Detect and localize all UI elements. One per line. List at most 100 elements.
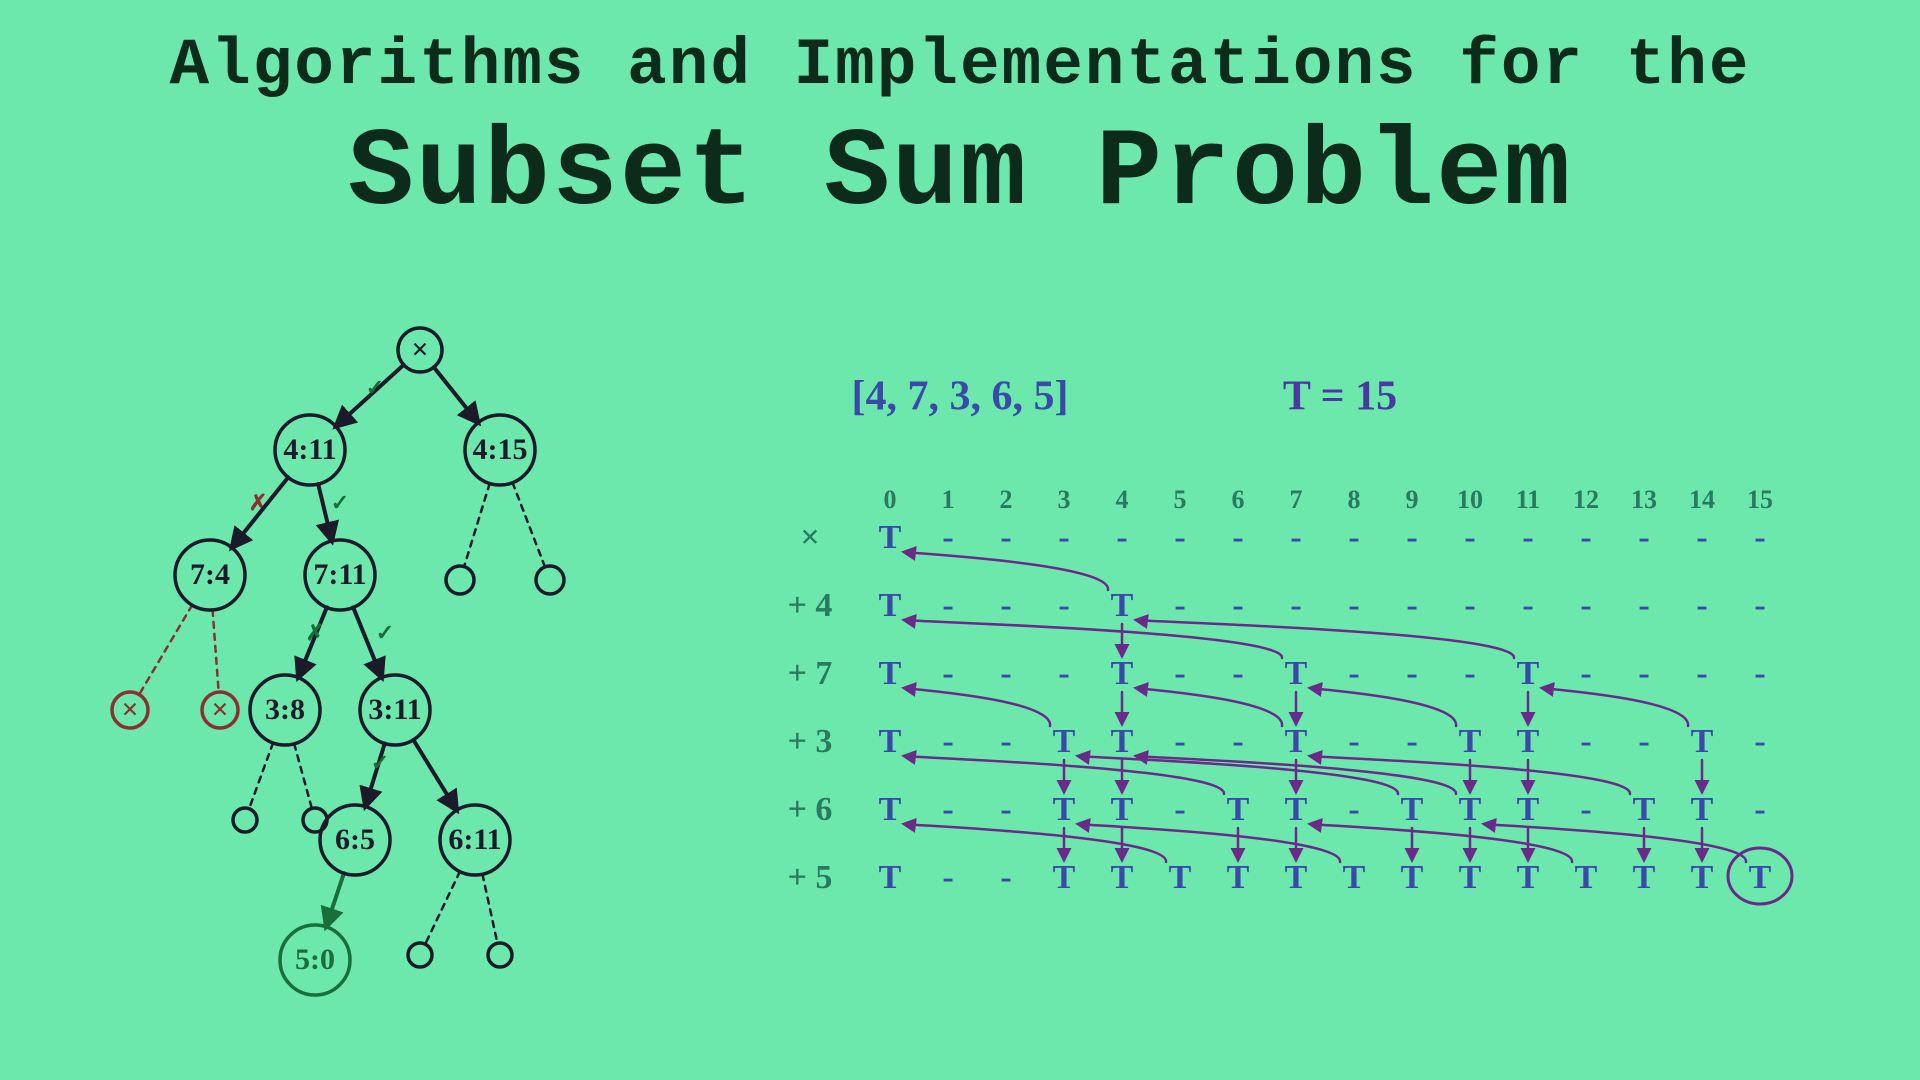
svg-text:T: T	[1517, 655, 1540, 692]
svg-text:-: -	[1754, 655, 1765, 692]
svg-text:-: -	[1754, 519, 1765, 556]
svg-text:T: T	[879, 655, 902, 692]
svg-text:-: -	[942, 587, 953, 624]
svg-text:×: ×	[411, 333, 428, 366]
svg-text:T: T	[1749, 859, 1772, 896]
svg-text:8: 8	[1348, 485, 1361, 514]
svg-text:5: 5	[1174, 485, 1187, 514]
svg-text:7:4: 7:4	[190, 558, 230, 591]
svg-text:-: -	[1696, 519, 1707, 556]
svg-text:T: T	[1691, 791, 1714, 828]
svg-text:-: -	[1232, 655, 1243, 692]
svg-text:-: -	[1406, 723, 1417, 760]
svg-text:T: T	[1401, 859, 1424, 896]
svg-text:-: -	[1696, 655, 1707, 692]
svg-text:-: -	[1754, 791, 1765, 828]
svg-text:11: 11	[1516, 485, 1541, 514]
svg-text:-: -	[1290, 587, 1301, 624]
svg-text:+ 5: + 5	[788, 859, 833, 896]
svg-text:-: -	[1174, 587, 1185, 624]
svg-text:T = 15: T = 15	[1283, 374, 1397, 420]
svg-text:T: T	[1285, 655, 1308, 692]
svg-text:T: T	[1053, 791, 1076, 828]
svg-text:✓: ✓	[366, 375, 384, 400]
svg-text:-: -	[1232, 723, 1243, 760]
svg-text:3: 3	[1058, 485, 1071, 514]
svg-text:-: -	[1000, 859, 1011, 896]
svg-text:T: T	[1459, 723, 1482, 760]
svg-text:✓: ✓	[331, 490, 349, 515]
svg-text:-: -	[942, 519, 953, 556]
svg-text:-: -	[1232, 587, 1243, 624]
svg-text:T: T	[1459, 791, 1482, 828]
svg-text:T: T	[1691, 723, 1714, 760]
svg-text:-: -	[1174, 655, 1185, 692]
svg-text:T: T	[1111, 859, 1134, 896]
svg-text:T: T	[1111, 791, 1134, 828]
svg-text:-: -	[1348, 587, 1359, 624]
svg-text:4: 4	[1116, 485, 1129, 514]
svg-text:-: -	[1348, 655, 1359, 692]
svg-text:-: -	[1580, 655, 1591, 692]
svg-text:-: -	[1638, 723, 1649, 760]
svg-text:-: -	[1696, 587, 1707, 624]
svg-text:10: 10	[1457, 485, 1483, 514]
svg-text:-: -	[1638, 519, 1649, 556]
svg-text:-: -	[1580, 519, 1591, 556]
svg-text:T: T	[879, 859, 902, 896]
svg-text:×: ×	[121, 693, 138, 726]
svg-text:-: -	[1754, 587, 1765, 624]
svg-text:T: T	[1285, 791, 1308, 828]
svg-text:T: T	[1575, 859, 1598, 896]
svg-text:×: ×	[800, 519, 819, 556]
svg-text:-: -	[1464, 655, 1475, 692]
svg-text:-: -	[1290, 519, 1301, 556]
svg-text:T: T	[1517, 859, 1540, 896]
svg-text:6:5: 6:5	[335, 823, 375, 856]
svg-text:9: 9	[1406, 485, 1419, 514]
svg-text:-: -	[1348, 723, 1359, 760]
svg-text:-: -	[1058, 587, 1069, 624]
svg-text:-: -	[1000, 587, 1011, 624]
svg-text:4:15: 4:15	[473, 433, 528, 466]
title-line-1: Algorithms and Implementations for the	[0, 28, 1920, 103]
svg-text:-: -	[1406, 655, 1417, 692]
svg-text:T: T	[879, 723, 902, 760]
svg-text:-: -	[1058, 655, 1069, 692]
svg-text:14: 14	[1689, 485, 1715, 514]
svg-text:4:11: 4:11	[283, 433, 336, 466]
svg-text:+ 6: + 6	[788, 791, 833, 828]
svg-text:-: -	[1522, 519, 1533, 556]
svg-text:✗: ✗	[306, 620, 324, 645]
svg-text:T: T	[1053, 859, 1076, 896]
svg-text:13: 13	[1631, 485, 1657, 514]
svg-text:✓: ✓	[371, 750, 389, 775]
svg-text:+ 7: + 7	[788, 655, 833, 692]
svg-text:-: -	[1174, 791, 1185, 828]
svg-text:6: 6	[1232, 485, 1245, 514]
svg-text:-: -	[1638, 655, 1649, 692]
svg-text:T: T	[1111, 655, 1134, 692]
svg-text:T: T	[879, 519, 902, 556]
svg-text:-: -	[1580, 723, 1591, 760]
svg-text:-: -	[1116, 519, 1127, 556]
svg-text:T: T	[1633, 859, 1656, 896]
svg-text:1: 1	[942, 485, 955, 514]
svg-text:-: -	[942, 655, 953, 692]
svg-text:-: -	[1000, 791, 1011, 828]
svg-text:T: T	[1633, 791, 1656, 828]
svg-text:-: -	[1464, 519, 1475, 556]
svg-text:-: -	[1000, 519, 1011, 556]
svg-text:12: 12	[1573, 485, 1599, 514]
svg-text:-: -	[942, 723, 953, 760]
svg-text:7: 7	[1290, 485, 1303, 514]
slide-canvas: Algorithms and Implementations for the S…	[0, 0, 1920, 1080]
svg-text:+ 4: + 4	[788, 587, 833, 624]
svg-text:✗: ✗	[249, 490, 267, 515]
svg-text:-: -	[1000, 723, 1011, 760]
svg-text:6:11: 6:11	[448, 823, 501, 856]
svg-text:-: -	[1174, 723, 1185, 760]
svg-text:-: -	[942, 791, 953, 828]
svg-text:-: -	[1464, 587, 1475, 624]
svg-text:-: -	[1406, 587, 1417, 624]
